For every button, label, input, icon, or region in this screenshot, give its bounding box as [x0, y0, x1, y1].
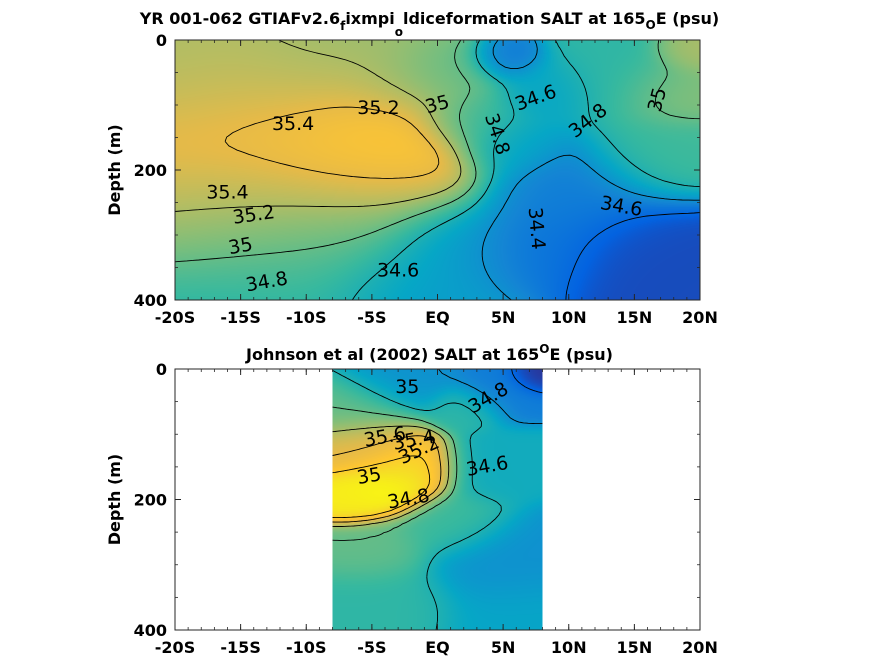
x-tick-label: 5N: [491, 308, 516, 327]
contour-label: 35.4: [206, 181, 248, 203]
x-tick-label: 15N: [617, 638, 653, 656]
x-tick-label: EQ: [425, 308, 450, 327]
title-part: YR 001-062 GTIAFv2.6: [139, 9, 340, 28]
y-tick-label: 200: [134, 161, 167, 180]
y-tick-label: 0: [156, 360, 167, 379]
contour-label: 35: [395, 376, 419, 398]
x-tick-label: 10N: [551, 308, 587, 327]
x-tick-label: -5S: [357, 308, 386, 327]
x-axis: -20S -15S -10S -5S EQ 5N 10N 15N 20N: [155, 369, 718, 657]
contour-label: 35.2: [357, 97, 399, 119]
contour-34-6: [481, 39, 700, 301]
x-axis: -20S -15S -10S -5S EQ 5N 10N 15N 20N: [155, 40, 718, 327]
y-axis: 0 200 400: [134, 31, 700, 310]
chart-title: YR 001-062 GTIAFv2.6fixmpioldiceformatio…: [139, 9, 719, 39]
y-axis-label: Depth (m): [105, 124, 124, 216]
y-tick-label: 400: [134, 291, 167, 310]
contour-label: 34.6: [377, 259, 419, 281]
contour-lines: [174, 39, 701, 301]
contour-35-6: [332, 455, 431, 519]
y-tick-label: 200: [134, 491, 167, 510]
title-part: O: [646, 18, 656, 32]
x-tick-label: -15S: [220, 638, 260, 656]
title-part: ixmpi: [345, 9, 394, 28]
chart-title: Johnson et al (2002) SALT at 165OE (psu): [245, 342, 613, 364]
contour-34-4: [565, 212, 701, 301]
x-tick-label: -10S: [286, 638, 326, 656]
contour-label: 35: [227, 233, 255, 259]
x-tick-label: -10S: [286, 308, 326, 327]
contour-35-2: [332, 425, 450, 527]
title-part: O: [539, 342, 549, 356]
title-part: E (psu): [656, 9, 720, 28]
x-tick-label: 20N: [682, 308, 718, 327]
title-part: ldiceformation SALT at 165: [403, 9, 646, 28]
title-part: o: [395, 25, 403, 39]
title-part: f: [340, 19, 346, 33]
x-tick-label: -5S: [357, 638, 386, 656]
contour-34-8: [351, 39, 701, 301]
title-part: Johnson et al (2002) SALT at 165: [245, 345, 539, 364]
x-tick-label: -20S: [155, 308, 195, 327]
y-axis-label: Depth (m): [105, 454, 124, 546]
contour-label: 35: [355, 463, 383, 489]
contour-label: 34.4: [524, 206, 550, 250]
y-tick-label: 0: [156, 31, 167, 50]
y-tick-label: 400: [134, 621, 167, 640]
salinity-field: [175, 40, 700, 300]
x-tick-label: -15S: [220, 308, 260, 327]
x-tick-label: -20S: [155, 638, 195, 656]
contour-label: 35.4: [272, 113, 314, 135]
contour-35-4: [332, 435, 442, 523]
x-tick-label: EQ: [425, 638, 450, 656]
contour-35: [174, 39, 701, 263]
contour-35-4: [224, 106, 440, 179]
x-tick-label: 5N: [491, 638, 516, 656]
contour-35: [332, 406, 458, 541]
title-part: E (psu): [549, 345, 613, 364]
x-tick-label: 15N: [617, 308, 653, 327]
contour-34-8: [332, 370, 502, 631]
x-tick-label: 10N: [551, 638, 587, 656]
x-tick-label: 20N: [682, 638, 718, 656]
y-axis: 0 200 400: [134, 360, 700, 640]
